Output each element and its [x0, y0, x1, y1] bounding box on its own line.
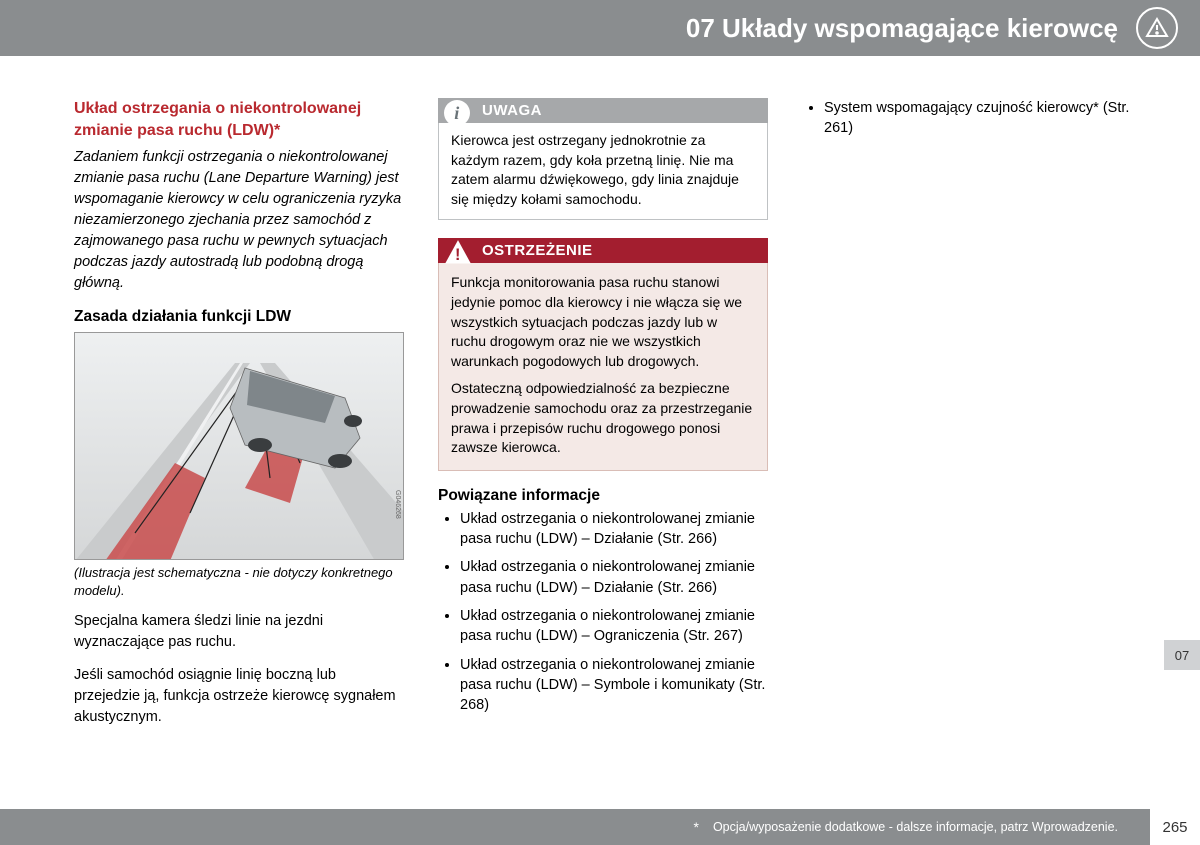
ldw-diagram: G046268 — [74, 332, 404, 560]
subheading: Zasada działania funkcji LDW — [74, 308, 404, 326]
warning-header: ! OSTRZEŻENIE — [438, 238, 768, 263]
column-3: System wspomagający czujność kierowcy* (… — [802, 98, 1132, 740]
list-item: System wspomagający czujność kierowcy* (… — [824, 98, 1132, 139]
column-2: i UWAGA Kierowca jest ostrzegany jednokr… — [438, 98, 768, 740]
footnote-star: * — [693, 819, 698, 835]
warning-paragraph: Ostateczną odpowiedzialność za bezpieczn… — [451, 379, 755, 457]
list-item: Układ ostrzegania o niekontrolowanej zmi… — [460, 606, 768, 647]
note-header: i UWAGA — [438, 98, 768, 123]
related-list: Układ ostrzegania o niekontrolowanej zmi… — [438, 509, 768, 716]
svg-text:!: ! — [455, 246, 461, 264]
page-number: 265 — [1150, 809, 1200, 845]
warning-paragraph: Funkcja monitorowania pasa ruchu stanowi… — [451, 273, 755, 371]
warning-label: OSTRZEŻENIE — [482, 242, 593, 259]
column-1: Układ ostrzegania o niekontrolowanej zmi… — [74, 98, 404, 740]
footnote-text: Opcja/wyposażenie dodatkowe - dalsze inf… — [713, 820, 1118, 834]
list-item: Układ ostrzegania o niekontrolowanej zmi… — [460, 509, 768, 550]
info-icon: i — [444, 100, 470, 126]
chapter-tab: 07 — [1164, 640, 1200, 670]
section-heading: Układ ostrzegania o niekontrolowanej zmi… — [74, 98, 404, 141]
diagram-id: G046268 — [394, 490, 401, 519]
note-label: UWAGA — [482, 102, 542, 119]
diagram-caption: (Ilustracja jest schematyczna - nie doty… — [74, 564, 404, 599]
note-body: Kierowca jest ostrzegany jednokrotnie za… — [438, 123, 768, 220]
paragraph: Jeśli samochód osiągnie linię boczną lub… — [74, 665, 404, 728]
footer-bar: * Opcja/wyposażenie dodatkowe - dalsze i… — [0, 809, 1200, 845]
note-box: i UWAGA Kierowca jest ostrzegany jednokr… — [438, 98, 768, 220]
warning-box: ! OSTRZEŻENIE Funkcja monitorowania pasa… — [438, 238, 768, 470]
related-heading: Powiązane informacje — [438, 487, 768, 505]
paragraph: Specjalna kamera śledzi linie na jezdni … — [74, 611, 404, 653]
intro-text: Zadaniem funkcji ostrzegania o niekontro… — [74, 147, 404, 294]
header-title: 07 Układy wspomagające kierowcę — [686, 13, 1118, 44]
warning-body: Funkcja monitorowania pasa ruchu stanowi… — [438, 263, 768, 470]
warning-triangle-icon: ! — [444, 239, 472, 263]
related-list-col3: System wspomagający czujność kierowcy* (… — [802, 98, 1132, 139]
list-item: Układ ostrzegania o niekontrolowanej zmi… — [460, 557, 768, 598]
list-item: Układ ostrzegania o niekontrolowanej zmi… — [460, 655, 768, 716]
content-area: Układ ostrzegania o niekontrolowanej zmi… — [0, 56, 1200, 740]
warning-circle-icon — [1136, 7, 1178, 49]
header-bar: 07 Układy wspomagające kierowcę — [0, 0, 1200, 56]
